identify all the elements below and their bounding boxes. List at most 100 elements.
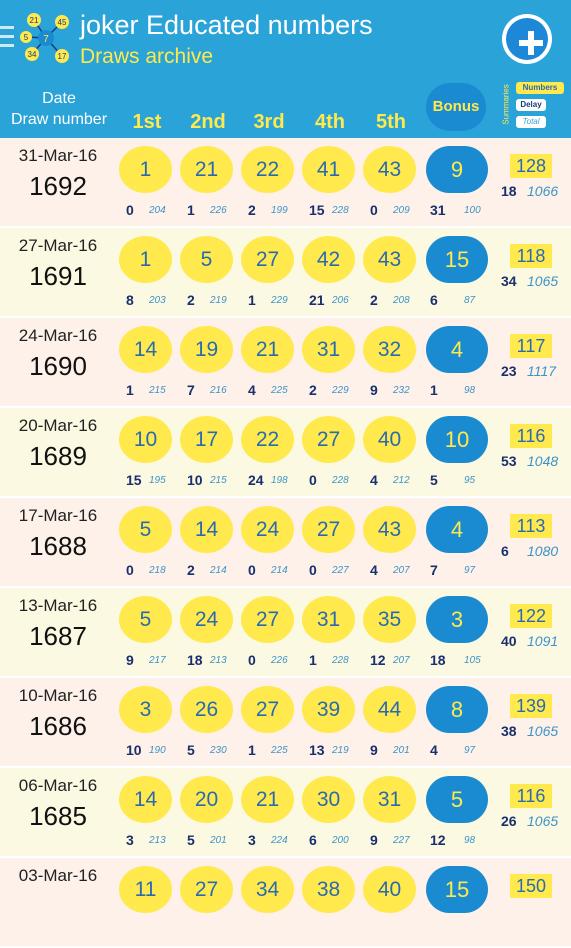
- ball-delay: 2: [309, 382, 317, 398]
- bonus-delay: 5: [430, 472, 438, 488]
- draw-date: 31-Mar-16: [18, 146, 98, 165]
- bonus-total: 98: [464, 835, 476, 846]
- app-bar: 21 45 5 7 34 17 joker Educated numbers D…: [0, 0, 571, 78]
- header-summaries: Summaries: [501, 84, 511, 125]
- ball-delay: 1: [126, 382, 134, 398]
- ball-total: 227: [393, 835, 410, 846]
- bonus-total: 97: [464, 565, 476, 576]
- number-ball: 27: [241, 236, 294, 283]
- summary-numbers: 117: [510, 334, 552, 358]
- number-ball: 24: [180, 596, 233, 643]
- summary-numbers: 122: [510, 604, 552, 628]
- number-ball: 27: [241, 686, 294, 733]
- header-draw-number: Draw number: [10, 111, 108, 128]
- ball-delay: 0: [309, 472, 317, 488]
- logo-ball-text: 7: [43, 34, 49, 45]
- number-ball: 38: [302, 866, 355, 913]
- ball-delay: 15: [309, 202, 325, 218]
- ball-delay: 0: [248, 562, 256, 578]
- column-header: Date Draw number 1st 2nd 3rd 4th 5th Bon…: [0, 78, 571, 138]
- draw-number: 1688: [29, 531, 87, 561]
- number-ball: 27: [302, 506, 355, 553]
- ball-delay: 0: [370, 202, 378, 218]
- summary-numbers: 139: [510, 694, 552, 718]
- ball-total: 200: [332, 835, 349, 846]
- ball-total: 209: [393, 205, 410, 216]
- bonus-delay: 12: [430, 832, 446, 848]
- summary-delay: 18: [501, 183, 517, 199]
- draw-row[interactable]: 27-Mar-16 1691 1 8 203 5 2 219 27 1 229 42 21 206 43 2 2…: [0, 228, 571, 318]
- draw-row[interactable]: 17-Mar-16 1688 5 0 218 14 2 214 24 0 214 27 0 227 43 4 2…: [0, 498, 571, 588]
- ball-total: 229: [271, 295, 288, 306]
- number-ball: 40: [363, 866, 416, 913]
- ball-delay: 4: [370, 562, 378, 578]
- draw-row[interactable]: 10-Mar-16 1686 3 10 190 26 5 230 27 1 225 39 13 219 44…: [0, 678, 571, 768]
- ball-total: 219: [332, 745, 349, 756]
- bonus-delay: 31: [430, 202, 446, 218]
- logo-ball-text: 45: [58, 18, 67, 27]
- summary-delay: 34: [501, 273, 517, 289]
- ball-total: 201: [393, 745, 410, 756]
- draw-row[interactable]: 13-Mar-16 1687 5 9 217 24 18 213 27 0 226 31 1 228 35 1…: [0, 588, 571, 678]
- summary-delay: 26: [501, 813, 517, 829]
- ball-delay: 1: [187, 202, 195, 218]
- ball-delay: 12: [370, 652, 386, 668]
- number-ball: 5: [119, 596, 172, 643]
- header-col-2: 2nd: [190, 111, 226, 133]
- logo-ball-text: 5: [24, 33, 29, 42]
- bonus-total: 87: [464, 295, 476, 306]
- number-ball: 41: [302, 146, 355, 193]
- ball-delay: 3: [126, 832, 134, 848]
- ball-delay: 9: [370, 832, 378, 848]
- ball-delay: 8: [126, 292, 134, 308]
- ball-total: 225: [271, 385, 288, 396]
- draw-number: 1687: [29, 621, 87, 651]
- bonus-ball: 4: [426, 326, 488, 373]
- bonus-delay: 1: [430, 382, 438, 398]
- number-ball: 19: [180, 326, 233, 373]
- number-ball: 21: [241, 326, 294, 373]
- ball-total: 215: [149, 385, 166, 396]
- summary-delay: 23: [501, 363, 517, 379]
- ball-total: 216: [210, 385, 227, 396]
- ball-delay: 5: [187, 742, 195, 758]
- bonus-total: 100: [464, 205, 481, 216]
- bonus-ball: 9: [426, 146, 488, 193]
- menu-icon[interactable]: [0, 26, 14, 50]
- number-ball: 11: [119, 866, 172, 913]
- summary-numbers: 113: [510, 514, 552, 538]
- ball-delay: 5: [187, 832, 195, 848]
- bonus-ball: 3: [426, 596, 488, 643]
- ball-total: 203: [149, 295, 166, 306]
- ball-total: 228: [332, 475, 349, 486]
- draw-row[interactable]: 24-Mar-16 1690 14 1 215 19 7 216 21 4 225 31 2 229 32 9…: [0, 318, 571, 408]
- summary-numbers: 116: [510, 784, 552, 808]
- app-title: joker Educated numbers: [80, 10, 373, 40]
- ball-total: 201: [210, 835, 227, 846]
- number-ball: 27: [180, 866, 233, 913]
- bonus-total: 98: [464, 385, 476, 396]
- summary-total: 1065: [527, 723, 559, 739]
- summary-delay: 38: [501, 723, 517, 739]
- draw-row[interactable]: 06-Mar-16 1685 14 3 213 20 5 201 21 3 224 30 6 200 31 9…: [0, 768, 571, 858]
- add-button[interactable]: [502, 14, 552, 64]
- ball-total: 195: [149, 475, 166, 486]
- ball-delay: 9: [126, 652, 134, 668]
- number-ball: 5: [119, 506, 172, 553]
- number-ball: 43: [363, 506, 416, 553]
- draw-date: 13-Mar-16: [18, 596, 98, 615]
- number-ball: 32: [363, 326, 416, 373]
- ball-total: 217: [149, 655, 166, 666]
- ball-total: 214: [271, 565, 288, 576]
- number-ball: 1: [119, 146, 172, 193]
- number-ball: 21: [180, 146, 233, 193]
- draw-row[interactable]: 20-Mar-16 1689 10 15 195 17 10 215 22 24 198 27 0 228…: [0, 408, 571, 498]
- ball-total: 204: [149, 205, 166, 216]
- logo-ball-text: 17: [58, 52, 67, 61]
- bonus-ball: 5: [426, 776, 488, 823]
- draw-row[interactable]: 03-Mar-16 11 27 34 38 40 15 150: [0, 858, 571, 948]
- draw-row[interactable]: 31-Mar-16 1692 1 0 204 21 1 226 22 2 199 41 15 228 43 0…: [0, 138, 571, 228]
- ball-delay: 15: [126, 472, 142, 488]
- ball-delay: 6: [309, 832, 317, 848]
- number-ball: 5: [180, 236, 233, 283]
